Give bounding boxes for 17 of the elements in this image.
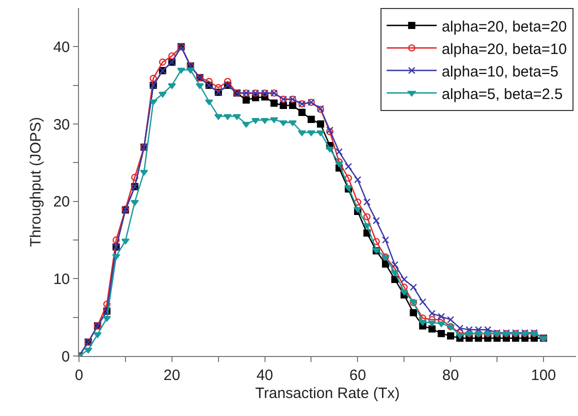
x-tick-label: 0 — [74, 367, 84, 384]
y-axis-title: Throughput (JOPS) — [27, 116, 44, 248]
legend-label: alpha=20, beta=10 — [442, 40, 567, 58]
y-tick-label: 20 — [53, 194, 70, 211]
legend-label: alpha=5, beta=2.5 — [442, 86, 563, 103]
y-tick-label: 0 — [62, 348, 70, 366]
x-tick-label: 40 — [256, 367, 274, 384]
legend-label: alpha=10, beta=5 — [442, 63, 558, 80]
y-tick-label: 30 — [53, 116, 70, 134]
y-tick-label: 10 — [53, 270, 70, 288]
x-axis-title: Transaction Rate (Tx) — [255, 385, 400, 402]
x-tick-label: 20 — [164, 367, 180, 384]
x-tick-label: 80 — [442, 367, 459, 384]
legend-label: alpha=20, beta=20 — [442, 18, 567, 36]
x-tick-label: 60 — [349, 367, 366, 384]
x-tick-label: 100 — [530, 367, 556, 384]
y-tick-label: 40 — [53, 38, 70, 56]
